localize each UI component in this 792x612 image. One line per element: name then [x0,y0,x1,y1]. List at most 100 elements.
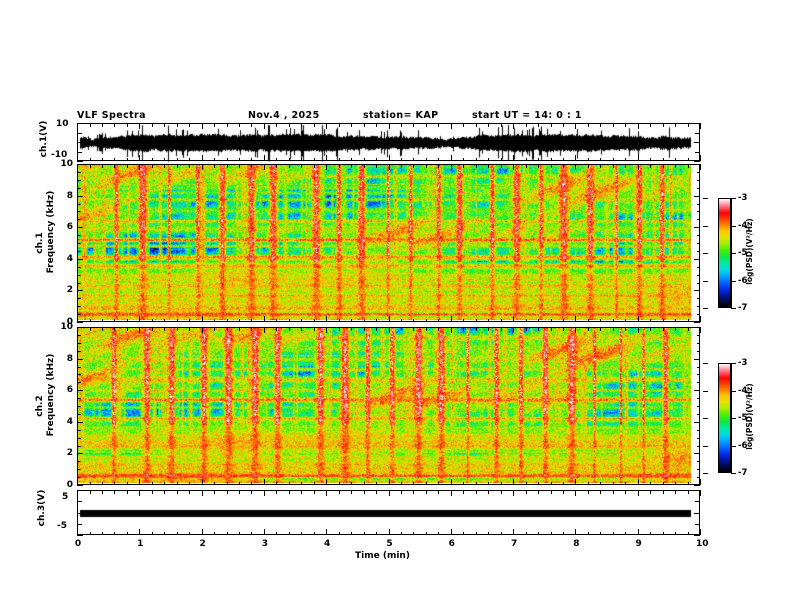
xtick-mark [675,157,677,161]
ytick-mark-ch2 [696,334,700,336]
xtick-mark [151,123,153,127]
xtick-mark [488,123,490,127]
xtick-mark [376,481,377,485]
xtick-mark [164,490,166,494]
ytick-mark-ch1v [695,151,700,153]
xtick-mark [587,164,589,168]
colorbar-ticklabel-ch1-3: -6 [738,275,748,286]
ytick-mark-ch1 [696,187,700,189]
xtick-mark [263,479,265,485]
colorbar-ticklabel-ch1-4: -7 [738,303,748,313]
ytick-mark-ch2 [77,398,81,400]
xtick-mark [114,490,116,494]
xtick-mark [301,327,303,331]
ytick-mark-ch1 [77,282,81,284]
xtick-mark [550,164,552,168]
ytick-mark-ch1 [696,243,700,244]
ytick-mark-ch1v [77,132,82,134]
xtick-mark [164,123,166,127]
xtick-mark [301,490,303,494]
xtick-mark [288,490,290,494]
panel-ch1-voltage [77,123,701,162]
ytick-mark-ch1 [694,195,700,197]
xtick-mark [463,490,465,494]
colorbar-outer-tick [703,445,708,447]
ytick-mark-ch1 [77,322,83,323]
xtick-mark [637,155,639,161]
xtick-mark [450,164,452,170]
xtick-mark [251,327,253,331]
xtick-mark [413,481,415,485]
xtick-mark [587,123,589,127]
ytick-mark-ch2 [696,437,700,439]
xtick-mark [612,318,614,322]
ytick-mark-ch2 [696,366,700,368]
ytick-mark-ch1 [696,250,700,252]
xtick-mark [650,164,652,168]
xtick-mark [463,164,465,168]
xtick-mark [77,490,78,496]
xtick-label-3: 3 [261,539,269,549]
xtick-mark [562,531,564,535]
colorbar-ticklabel-ch2-1: -4 [738,385,748,396]
xtick-mark [189,481,191,485]
xtick-mark [388,529,390,535]
xtick-mark [538,531,539,535]
ytick-mark-ch1 [696,298,700,300]
xtick-mark [637,316,639,322]
xtick-mark [425,531,427,535]
xtick-mark [575,123,577,129]
ytick-mark-ch1 [77,195,83,197]
xtick-mark [475,327,477,331]
xtick-mark [401,157,402,161]
ytick-label-ch2-10: 10 [60,322,73,332]
xtick-mark [89,157,91,161]
xtick-mark [687,481,689,485]
xtick-mark [251,157,253,161]
xtick-mark [550,157,552,161]
xtick-mark [687,123,689,127]
ytick-mark-ch1v [77,142,83,143]
xtick-mark [151,327,153,331]
xtick-mark [425,490,427,494]
xtick-mark [388,155,390,161]
ytick-mark-ch1 [77,171,81,173]
xtick-mark [625,123,627,127]
xtick-mark [550,123,552,127]
ytick-mark-ch1 [77,235,81,237]
xtick-mark [488,490,490,494]
xtick-mark [189,531,191,535]
xtick-mark [612,157,614,161]
xtick-mark [164,481,166,485]
xtick-mark [338,318,340,322]
ytick-mark-ch1 [694,322,700,323]
xtick-mark [500,327,502,331]
ytick-mark-ch1v [695,132,700,134]
xtick-mark [101,164,103,168]
ytick-mark-ch2 [77,485,83,486]
xtick-mark [600,531,602,535]
xtick-mark [201,123,203,129]
ytick-mark-ch1 [696,219,700,221]
xtick-mark [438,123,440,127]
xtick-mark [251,123,253,127]
xtick-mark [525,318,527,322]
colorbar-outer-tick [703,253,708,255]
xtick-mark [89,164,91,168]
ytick-mark-ch2 [77,350,81,352]
xtick-mark [413,531,415,535]
xtick-mark [77,155,78,161]
xtick-mark [351,318,353,322]
xtick-mark [313,531,315,535]
ytick-mark-ch1v [694,142,700,143]
xtick-mark [450,155,452,161]
ytick-mark-ch2 [77,366,81,368]
xtick-mark [114,164,116,168]
colorbar-outer-tick [703,198,708,200]
xtick-mark [538,490,539,494]
ytick-mark-ch2 [77,390,83,392]
panel-ch2-spec-ylabel-axis: Frequency (kHz) [46,353,56,437]
xtick-mark [376,318,377,322]
xtick-mark [401,164,402,168]
xtick-mark [388,479,390,485]
